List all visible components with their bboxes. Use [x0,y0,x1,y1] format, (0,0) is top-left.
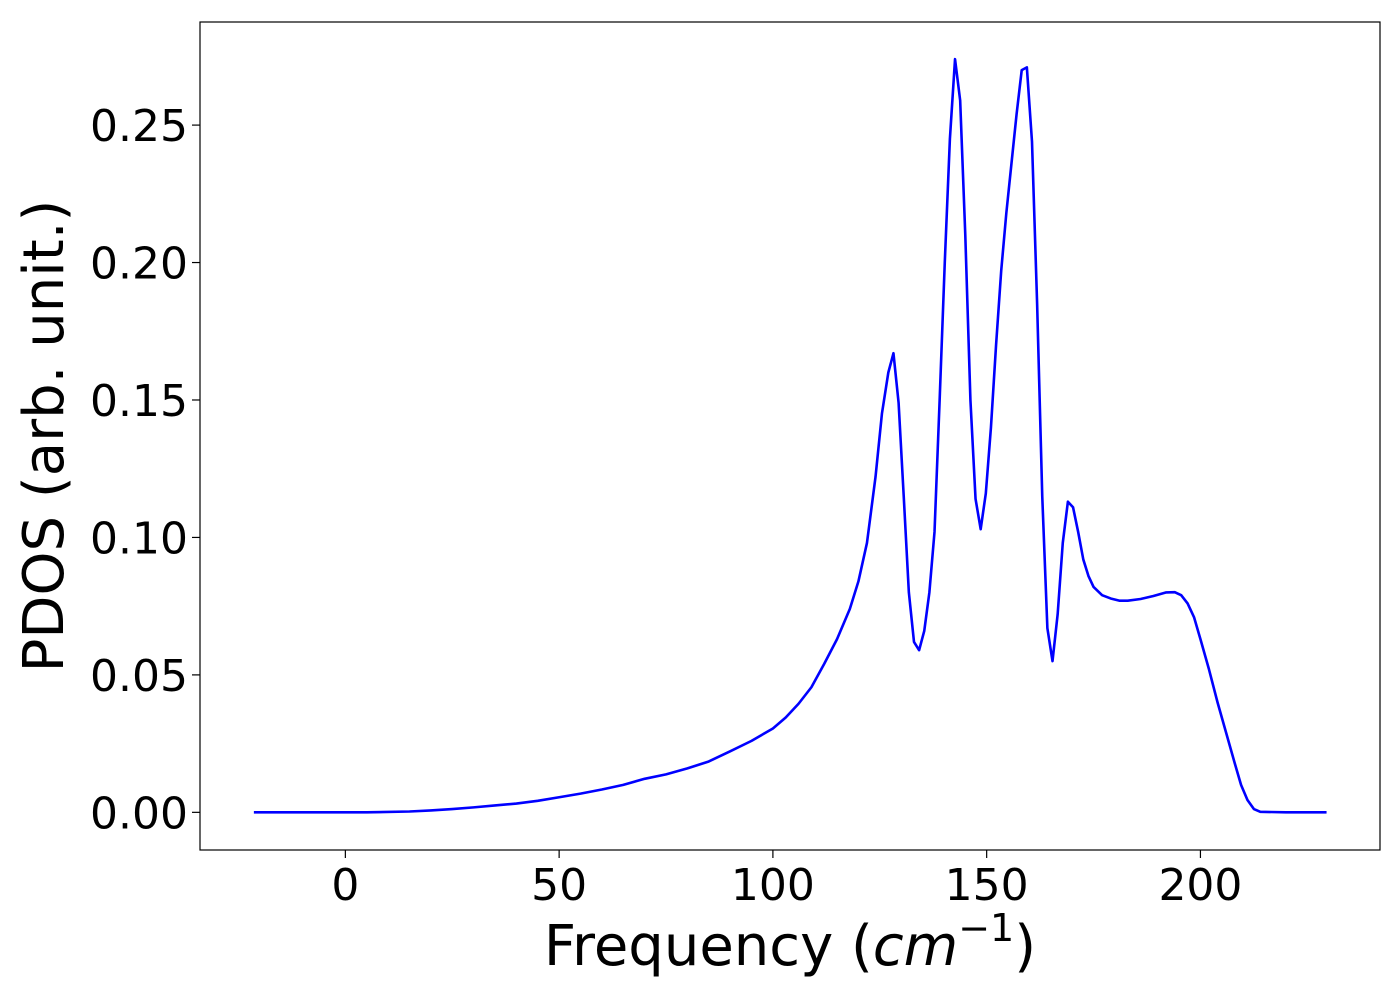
x-axis-label: Frequency (cm−1) [544,906,1036,979]
y-axis-ticks: 0.00 0.05 0.10 0.15 0.20 0.25 [90,101,200,839]
y-tick-label: 0.15 [90,376,188,427]
x-tick-label: 200 [1158,860,1242,911]
x-tick-label: 0 [331,860,359,911]
y-tick-label: 0.10 [90,513,188,564]
x-tick-label: 150 [945,860,1029,911]
x-axis-label-text: Frequency ( [544,914,873,979]
y-tick-label: 0.00 [90,788,188,839]
x-axis-label-close: ) [1014,914,1036,979]
x-axis-ticks: 0 50 100 150 200 [331,850,1242,911]
plot-area [253,57,1327,814]
pdos-series-line [253,57,1327,814]
x-tick-label: 100 [731,860,815,911]
y-tick-label: 0.05 [90,651,188,702]
x-axis-label-exponent: −1 [958,906,1014,950]
y-axis-label: PDOS (arb. unit.) [12,200,77,673]
x-tick-label: 50 [531,860,587,911]
axes-frame [199,21,1381,851]
y-tick-label: 0.25 [90,101,188,152]
y-tick-label: 0.20 [90,239,188,290]
x-axis-label-math: cm [873,914,958,979]
